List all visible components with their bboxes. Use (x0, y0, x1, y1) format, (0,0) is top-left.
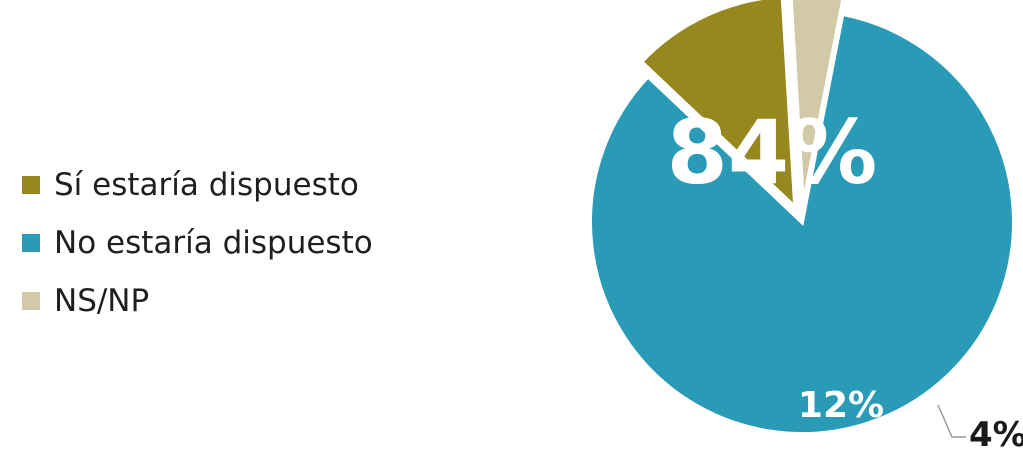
legend-swatch-no (22, 234, 40, 252)
legend-label-nsnp: NS/NP (54, 283, 150, 319)
legend-label-no: No estaría dispuesto (54, 225, 373, 261)
data-label-nsnp: 4% (969, 415, 1023, 452)
slice-no (588, 11, 1016, 436)
data-label-no: 84% (667, 101, 878, 204)
slice-nsnp (788, 0, 846, 207)
slice-si (638, 0, 798, 213)
legend-item-nsnp: NS/NP (22, 272, 373, 330)
legend-swatch-si (22, 176, 40, 194)
legend-swatch-nsnp (22, 292, 40, 310)
legend-item-si: Sí estaría dispuesto (22, 156, 373, 214)
chart-legend: Sí estaría dispuesto No estaría dispuest… (22, 156, 373, 330)
leader-line-nsnp (937, 404, 966, 438)
legend-item-no: No estaría dispuesto (22, 214, 373, 272)
data-label-si: 12% (798, 385, 884, 426)
legend-label-si: Sí estaría dispuesto (54, 167, 359, 203)
